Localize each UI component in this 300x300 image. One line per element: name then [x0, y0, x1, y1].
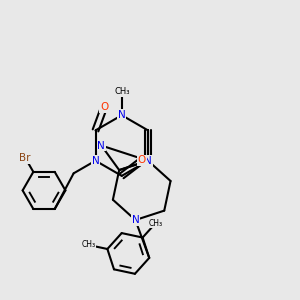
- Text: CH₃: CH₃: [114, 87, 130, 96]
- Text: CH₃: CH₃: [81, 241, 95, 250]
- Text: N: N: [144, 156, 152, 166]
- Text: N: N: [92, 156, 99, 166]
- Text: O: O: [138, 155, 146, 166]
- Text: O: O: [100, 102, 108, 112]
- Text: N: N: [131, 215, 139, 225]
- Text: CH₃: CH₃: [148, 219, 163, 228]
- Text: Br: Br: [20, 153, 31, 163]
- Text: N: N: [118, 110, 126, 120]
- Text: N: N: [98, 140, 105, 151]
